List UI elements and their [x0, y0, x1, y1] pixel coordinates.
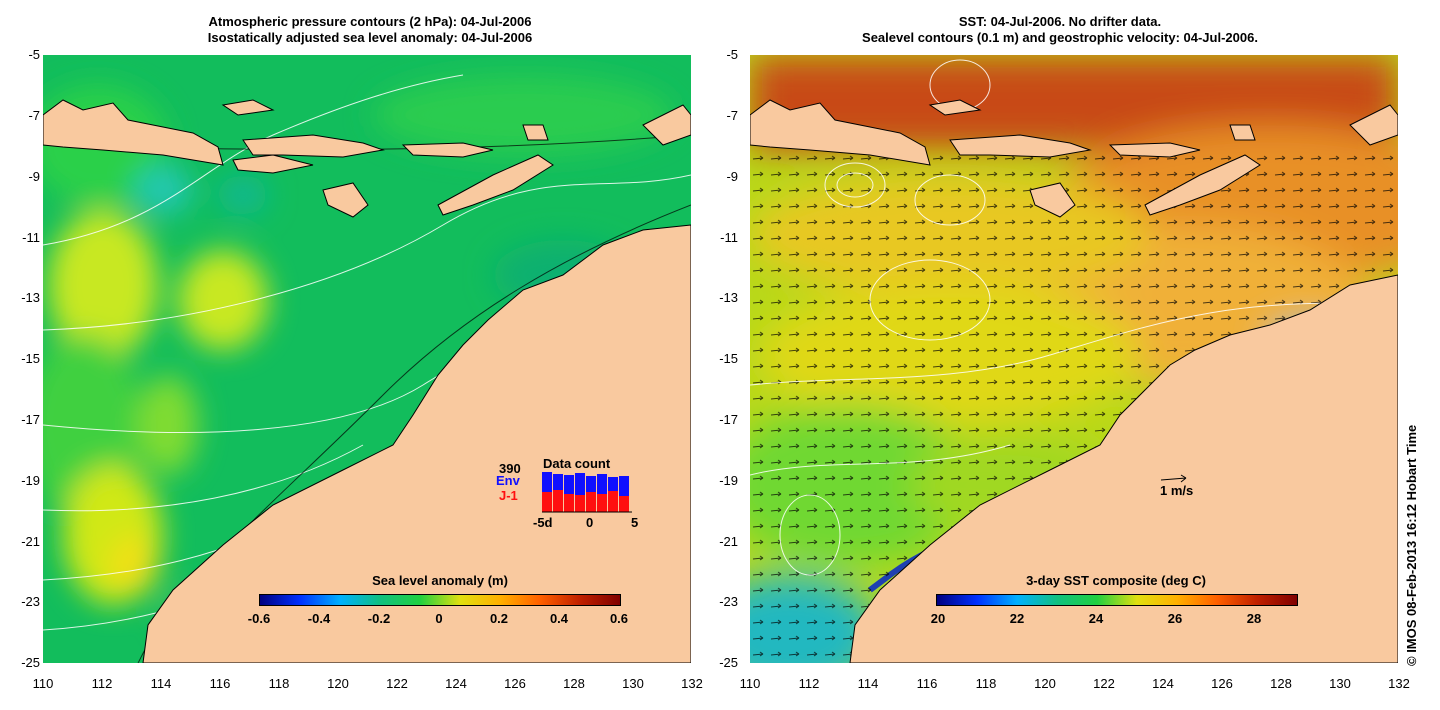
left-x-tick: 128 [563, 676, 585, 691]
left-x-tick: 120 [327, 676, 349, 691]
right-x-tick: 132 [1388, 676, 1410, 691]
right-x-tick: 116 [916, 676, 938, 691]
left-y-tick: -19 [21, 473, 40, 488]
right-y-tick: -25 [719, 655, 738, 670]
right-colorbar-tick: 26 [1167, 611, 1183, 626]
left-title-line2: Isostatically adjusted sea level anomaly… [207, 30, 533, 45]
left-x-tick: 110 [32, 676, 54, 691]
left-y-tick: -23 [21, 594, 40, 609]
left-x-tick: 132 [681, 676, 703, 691]
left-x-tick: 112 [91, 676, 113, 691]
left-colorbar-tick: 0.2 [489, 611, 509, 626]
right-y-tick: -19 [719, 473, 738, 488]
left-y-tick: -21 [21, 534, 40, 549]
left-x-tick: 126 [504, 676, 526, 691]
right-title-line1: SST: 04-Jul-2006. No drifter data. [958, 14, 1162, 29]
right-x-tick: 124 [1152, 676, 1174, 691]
legend-j1: J-1 [499, 488, 518, 503]
left-y-tick: -11 [22, 230, 40, 245]
left-x-tick: 130 [622, 676, 644, 691]
right-y-tick: -9 [726, 169, 738, 184]
right-x-tick: 118 [975, 676, 997, 691]
right-x-tick: 114 [857, 676, 879, 691]
left-y-tick: -15 [21, 351, 40, 366]
right-colorbar-tick: 28 [1246, 611, 1262, 626]
right-y-tick: -21 [719, 534, 738, 549]
left-colorbar-tick: -0.6 [247, 611, 271, 626]
data-count-xtick: 5 [631, 515, 639, 530]
right-x-tick: 130 [1329, 676, 1351, 691]
right-colorbar-title: 3-day SST composite (deg C) [1026, 573, 1206, 588]
data-count-xtick: 0 [586, 515, 594, 530]
left-sea-level-map [43, 55, 691, 663]
right-y-tick: -11 [720, 230, 738, 245]
right-y-tick: -13 [719, 290, 738, 305]
left-y-tick: -5 [28, 47, 40, 62]
left-colorbar-tick: 0.6 [609, 611, 629, 626]
right-x-tick: 128 [1270, 676, 1292, 691]
right-title: SST: 04-Jul-2006. No drifter data. Seale… [780, 14, 1340, 46]
right-x-tick: 112 [798, 676, 820, 691]
right-y-tick: -23 [719, 594, 738, 609]
left-colorbar [259, 594, 621, 606]
data-count-xtick: -5d [533, 515, 553, 530]
left-title: Atmospheric pressure contours (2 hPa): 0… [100, 14, 640, 46]
right-colorbar-tick: 24 [1088, 611, 1104, 626]
left-y-tick: -9 [28, 169, 40, 184]
velocity-scale-label: 1 m/s [1160, 483, 1194, 498]
right-y-tick: -7 [726, 108, 738, 123]
right-x-tick: 110 [739, 676, 761, 691]
right-y-tick: -17 [719, 412, 738, 427]
left-colorbar-tick: -0.2 [367, 611, 391, 626]
right-y-tick: -5 [726, 47, 738, 62]
left-title-line1: Atmospheric pressure contours (2 hPa): 0… [208, 14, 532, 29]
left-y-tick: -7 [28, 108, 40, 123]
left-colorbar-tick: 0.4 [549, 611, 569, 626]
left-x-tick: 124 [445, 676, 467, 691]
data-count-title: Data count [543, 456, 611, 471]
left-colorbar-tick: 0 [435, 611, 443, 626]
right-colorbar-tick: 22 [1009, 611, 1025, 626]
right-x-tick: 126 [1211, 676, 1233, 691]
right-x-tick: 120 [1034, 676, 1056, 691]
legend-env: Env [496, 473, 520, 488]
right-title-line2: Sealevel contours (0.1 m) and geostrophi… [862, 30, 1258, 45]
imos-credit: © IMOS 08-Feb-2013 16:12 Hobart Time [1404, 424, 1419, 666]
left-x-tick: 114 [150, 676, 172, 691]
left-x-tick: 118 [268, 676, 290, 691]
right-colorbar [936, 594, 1298, 606]
right-x-tick: 122 [1093, 676, 1115, 691]
left-colorbar-title: Sea level anomaly (m) [372, 573, 508, 588]
left-y-tick: -13 [21, 290, 40, 305]
right-colorbar-tick: 20 [930, 611, 946, 626]
data-count-bars [542, 472, 632, 513]
data-count-number: 390 [499, 461, 521, 476]
left-y-tick: -17 [21, 412, 40, 427]
left-y-tick: -25 [21, 655, 40, 670]
left-colorbar-tick: -0.4 [307, 611, 331, 626]
velocity-scale-arrow-icon [1160, 474, 1187, 483]
right-y-tick: -15 [719, 351, 738, 366]
right-sst-map [750, 55, 1398, 663]
left-x-tick: 116 [209, 676, 231, 691]
left-x-tick: 122 [386, 676, 408, 691]
